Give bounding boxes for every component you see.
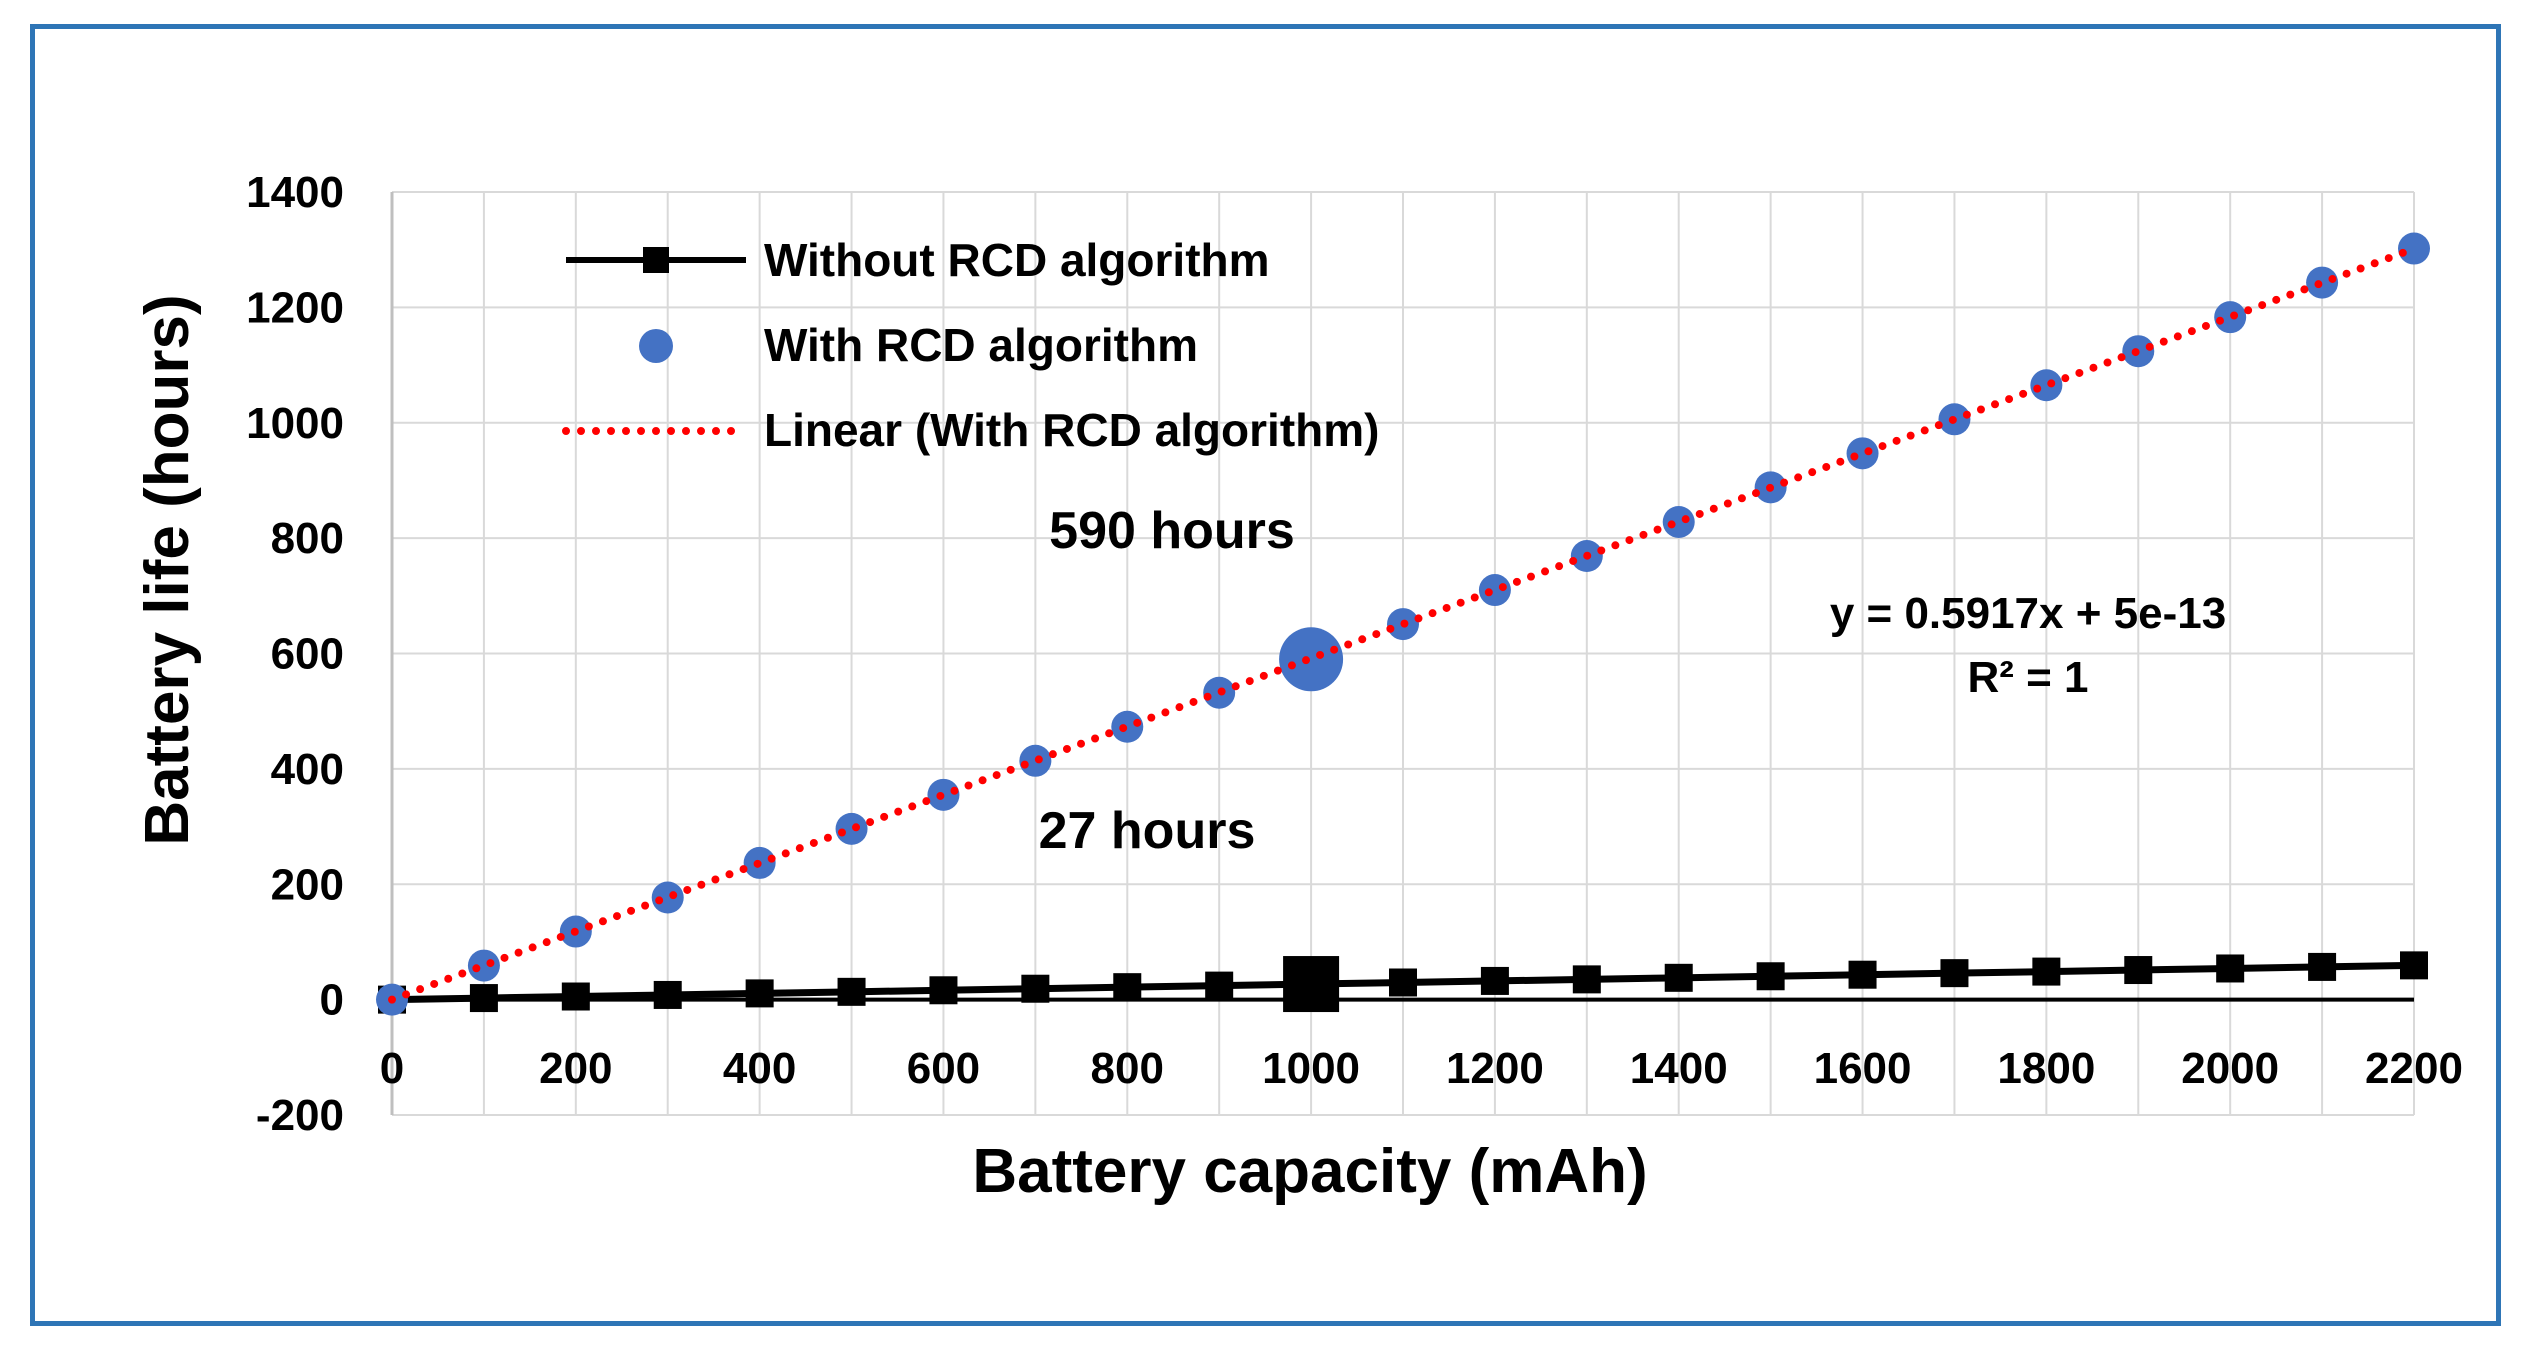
legend: Without RCD algorithm With RCD algorithm…	[562, 234, 1379, 456]
without-rcd-marker	[653, 980, 682, 1009]
with-rcd-marker	[2030, 369, 2063, 402]
x-tick-label: 2200	[2365, 1044, 2463, 1093]
without-rcd-marker	[1940, 959, 1969, 988]
with-rcd-marker	[1846, 437, 1879, 470]
without-rcd-marker	[2216, 954, 2245, 983]
without-rcd-marker	[929, 976, 958, 1005]
with-rcd-marker	[1478, 574, 1511, 607]
with-rcd-marker	[2398, 232, 2430, 265]
without-rcd-marker	[1021, 974, 1050, 1003]
without-rcd-marker	[1572, 965, 1601, 994]
x-tick-label: 1800	[1997, 1044, 2095, 1093]
without-rcd-marker	[1664, 963, 1693, 992]
y-tick-label: 1000	[246, 399, 344, 448]
x-axis-title: Battery capacity (mAh)	[972, 1137, 1647, 1206]
y-tick-label: 400	[271, 745, 344, 794]
x-tick-label: 400	[723, 1044, 796, 1093]
without-rcd-marker	[745, 979, 774, 1008]
without-rcd-marker	[2124, 956, 2153, 985]
without-rcd-marker	[469, 984, 498, 1013]
with-rcd-marker	[1662, 505, 1695, 538]
without-rcd-marker	[2032, 957, 2061, 986]
y-tick-label: 1400	[246, 168, 344, 217]
without-rcd-marker	[2308, 952, 2337, 981]
without-rcd-marker	[1113, 973, 1142, 1002]
without-rcd-marker	[1848, 960, 1877, 989]
without-rcd-marker	[837, 977, 866, 1006]
with-rcd-marker	[467, 949, 500, 982]
axes	[390, 192, 2414, 1115]
x-tick-labels: 0 200 400 600 800 1000 1200 1400 1600 1800 2000 220…	[380, 1044, 2463, 1093]
legend-without-marker	[643, 247, 669, 273]
y-tick-labels: -200 0 200 400 600 800 1000 1200 1400	[246, 168, 344, 1140]
x-tick-label: 600	[907, 1044, 980, 1093]
trendline-r-squared: R² = 1	[1967, 653, 2088, 702]
legend-trendline-label: Linear (With RCD algorithm)	[764, 404, 1379, 456]
legend-with-label: With RCD algorithm	[764, 319, 1198, 371]
without-rcd-marker	[1480, 966, 1509, 995]
without-rcd-marker	[1756, 962, 1785, 991]
y-tick-label: 200	[271, 860, 344, 909]
without-rcd-marker	[2400, 951, 2428, 980]
x-tick-label: 200	[539, 1044, 612, 1093]
y-tick-label: 1200	[246, 283, 344, 332]
x-tick-label: 0	[380, 1044, 404, 1093]
trendline-equation: y = 0.5917x + 5e-13	[1830, 589, 2226, 638]
y-tick-label: -200	[256, 1091, 344, 1140]
x-tick-label: 1600	[1814, 1044, 1912, 1093]
y-tick-label: 800	[271, 514, 344, 563]
x-tick-label: 2000	[2181, 1044, 2279, 1093]
with-rcd-marker	[2214, 301, 2247, 334]
without-rcd-highlight-marker	[1283, 956, 1340, 1013]
y-tick-label: 600	[271, 630, 344, 679]
without-rcd-marker	[561, 982, 590, 1011]
annotation-590-hours: 590 hours	[1049, 502, 1295, 560]
trendline	[388, 244, 2418, 1004]
x-tick-label: 1200	[1446, 1044, 1544, 1093]
without-rcd-marker	[1389, 968, 1417, 997]
with-rcd-highlight-marker	[1279, 627, 1344, 692]
y-axis-title: Battery life (hours)	[133, 294, 202, 845]
with-rcd-marker	[651, 881, 684, 914]
legend-with-marker	[639, 329, 673, 363]
with-rcd-marker	[1111, 710, 1144, 743]
x-tick-label: 1000	[1262, 1044, 1360, 1093]
with-rcd-marker	[835, 812, 868, 845]
legend-without-label: Without RCD algorithm	[764, 234, 1270, 286]
annotation-27-hours: 27 hours	[1039, 802, 1256, 860]
y-tick-label: 0	[320, 976, 344, 1025]
series-layer	[376, 232, 2430, 1016]
x-tick-label: 800	[1091, 1044, 1164, 1093]
without-rcd-marker	[1205, 971, 1234, 1000]
x-tick-label: 1400	[1630, 1044, 1728, 1093]
